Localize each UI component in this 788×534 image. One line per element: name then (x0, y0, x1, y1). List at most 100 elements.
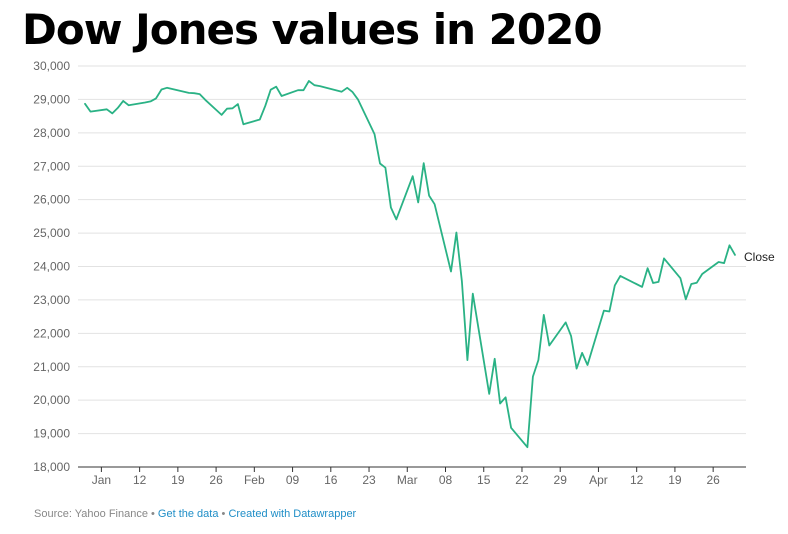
data-point (378, 161, 383, 166)
data-point (339, 89, 344, 94)
data-point (432, 202, 437, 207)
data-point (465, 358, 470, 363)
data-point (257, 117, 262, 122)
y-tick-label: 30,000 (33, 59, 70, 73)
data-point (241, 122, 246, 127)
x-tick-label: 26 (706, 473, 720, 487)
data-point (104, 107, 109, 112)
y-tick-label: 19,000 (33, 427, 70, 441)
data-point (722, 261, 727, 266)
x-tick-label: 08 (439, 473, 453, 487)
y-axis-tick-labels: 18,000 19,000 20,000 21,000 22,000 23,000 24,0… (33, 59, 70, 474)
data-point (203, 97, 208, 102)
data-point (279, 94, 284, 99)
data-point (536, 358, 541, 363)
data-point (470, 291, 475, 296)
data-point (301, 88, 306, 93)
y-tick-label: 20,000 (33, 393, 70, 407)
data-point (487, 391, 492, 396)
x-tick-label: 16 (324, 473, 338, 487)
data-point (110, 111, 115, 116)
data-point (416, 200, 421, 205)
series-line-close (84, 80, 736, 449)
data-point (317, 84, 322, 89)
y-tick-label: 21,000 (33, 360, 70, 374)
x-tick-label: Mar (397, 473, 418, 487)
data-point (454, 230, 459, 235)
x-tick-label: 15 (477, 473, 491, 487)
data-point (449, 269, 454, 274)
data-point (503, 395, 508, 400)
data-point (263, 103, 268, 108)
y-tick-label: 29,000 (33, 92, 70, 106)
data-point (700, 272, 705, 277)
data-point (563, 320, 568, 325)
data-point (296, 88, 301, 93)
data-point (459, 279, 464, 284)
data-point (689, 282, 694, 287)
data-point (645, 266, 650, 271)
data-point (574, 366, 579, 371)
y-tick-label: 27,000 (33, 159, 70, 173)
footer-separator: • (147, 508, 158, 520)
data-point (640, 284, 645, 289)
data-point (219, 112, 224, 117)
data-point (733, 252, 738, 257)
series-label-close: Close (744, 250, 775, 264)
data-point (143, 100, 148, 105)
data-point (83, 101, 88, 106)
data-point (394, 217, 399, 222)
data-point (115, 105, 120, 110)
footer-separator: • (218, 508, 229, 520)
data-point (410, 174, 415, 179)
data-point (164, 85, 169, 90)
data-point (186, 90, 191, 95)
y-tick-label: 18,000 (33, 460, 70, 474)
x-tick-label: Apr (589, 473, 608, 487)
y-tick-label: 28,000 (33, 126, 70, 140)
x-axis-tick-labels: Jan 12 19 26 Feb 09 16 23 Mar 08 15 22 29 Apr 12 19 26 (92, 467, 720, 487)
data-point (569, 334, 574, 339)
data-point (547, 343, 552, 348)
data-point (651, 281, 656, 286)
data-point (372, 132, 377, 137)
y-tick-label: 22,000 (33, 326, 70, 340)
get-the-data-link[interactable]: Get the data (157, 508, 219, 520)
data-point (356, 97, 361, 102)
x-tick-label: 09 (286, 473, 300, 487)
data-point (197, 92, 202, 97)
data-point (230, 106, 235, 111)
y-tick-label: 25,000 (33, 226, 70, 240)
data-point (509, 425, 514, 430)
data-point (383, 165, 388, 170)
data-point (306, 79, 311, 84)
x-tick-label: 29 (554, 473, 568, 487)
data-point (525, 445, 530, 450)
source-credit: Source: Yahoo Finance (34, 508, 148, 520)
y-tick-label: 23,000 (33, 293, 70, 307)
data-point (192, 91, 197, 96)
data-point (716, 260, 721, 265)
data-point (541, 312, 546, 317)
data-point (694, 280, 699, 285)
created-with-datawrapper-link[interactable]: Created with Datawrapper (228, 508, 357, 520)
data-point (656, 279, 661, 284)
data-point (727, 243, 732, 248)
data-point (350, 90, 355, 95)
data-point (607, 309, 612, 314)
data-point (388, 205, 393, 210)
data-point (662, 256, 667, 261)
data-point (235, 102, 240, 107)
data-point (274, 84, 279, 89)
data-point (312, 83, 317, 88)
x-tick-label: 19 (668, 473, 682, 487)
x-tick-label: 26 (209, 473, 223, 487)
data-point (121, 98, 126, 103)
data-point (678, 276, 683, 281)
data-point (345, 85, 350, 90)
data-point (159, 87, 164, 92)
data-point (154, 96, 159, 101)
chart-title: Dow Jones values in 2020 (22, 5, 603, 54)
data-point (148, 99, 153, 104)
